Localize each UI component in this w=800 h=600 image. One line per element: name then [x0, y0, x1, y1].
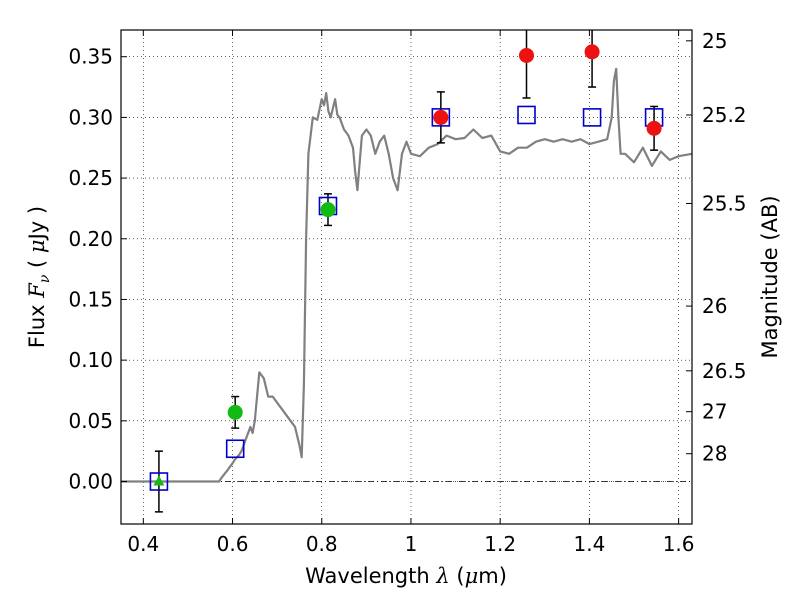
- x-tick-label: 0.8: [306, 532, 338, 556]
- y-tick-label: 0.00: [68, 470, 113, 494]
- model-square-marker: [431, 108, 451, 127]
- plot-frame: [120, 29, 693, 525]
- x-tick-label: 1.2: [484, 532, 516, 556]
- model-square-marker: [517, 105, 536, 125]
- observed-point-marker: [518, 47, 534, 63]
- y-tick-label: 0.20: [68, 227, 113, 251]
- observed-point-marker: [646, 120, 662, 136]
- observed-photometry-markers: [153, 44, 662, 486]
- x-axis-ticks: 0.4 0.6 0.8 1 1.2 1.4 1.6: [127, 30, 695, 556]
- right-tick-label: 26.5: [702, 359, 747, 383]
- x-tick-label: 1.6: [663, 532, 695, 556]
- y-tick-label: 0.30: [68, 105, 113, 129]
- model-photometry-markers: [149, 105, 664, 491]
- right-tick-label: 25.2: [702, 103, 747, 127]
- y-tick-label: 0.05: [68, 409, 113, 433]
- x-axis-title: Wavelength λ (μm): [305, 564, 507, 588]
- grid-lines: [121, 30, 692, 524]
- model-square-marker: [225, 439, 245, 459]
- model-square-marker: [149, 472, 169, 491]
- x-tick-label: 1: [405, 532, 418, 556]
- x-tick-label: 1.4: [573, 532, 605, 556]
- right-axis-ticks: 25 25.2 25.5 26 26.5 27 28: [686, 29, 747, 466]
- y-tick-label: 0.25: [68, 166, 113, 190]
- y-axis-ticks: 0.00 0.05 0.10 0.15 0.20 0.25 0.30 0.35: [68, 45, 127, 494]
- model-square-marker: [582, 108, 602, 127]
- right-tick-label: 28: [702, 442, 727, 466]
- right-tick-label: 26: [702, 294, 727, 318]
- right-tick-label: 25.5: [702, 191, 747, 215]
- sed-line: [121, 67, 693, 483]
- y-tick-label: 0.35: [68, 45, 113, 69]
- sed-template-curve: [121, 67, 693, 483]
- observed-point-marker: [227, 404, 243, 420]
- observed-point-marker: [320, 202, 336, 218]
- x-tick-label: 0.4: [127, 532, 159, 556]
- y-axis-title: Flux Fν ( μJy ): [25, 206, 53, 348]
- observed-point-marker: [584, 44, 600, 60]
- error-bars: [154, 30, 659, 513]
- y-tick-label: 0.15: [68, 287, 113, 311]
- x-tick-label: 0.6: [217, 532, 249, 556]
- right-tick-label: 27: [702, 400, 727, 424]
- observed-point-marker: [433, 109, 449, 125]
- observed-upper-limit-marker: [153, 475, 165, 486]
- right-axis-title: Magnitude (AB): [758, 195, 782, 358]
- y-tick-label: 0.10: [68, 348, 113, 372]
- right-tick-label: 25: [702, 29, 727, 53]
